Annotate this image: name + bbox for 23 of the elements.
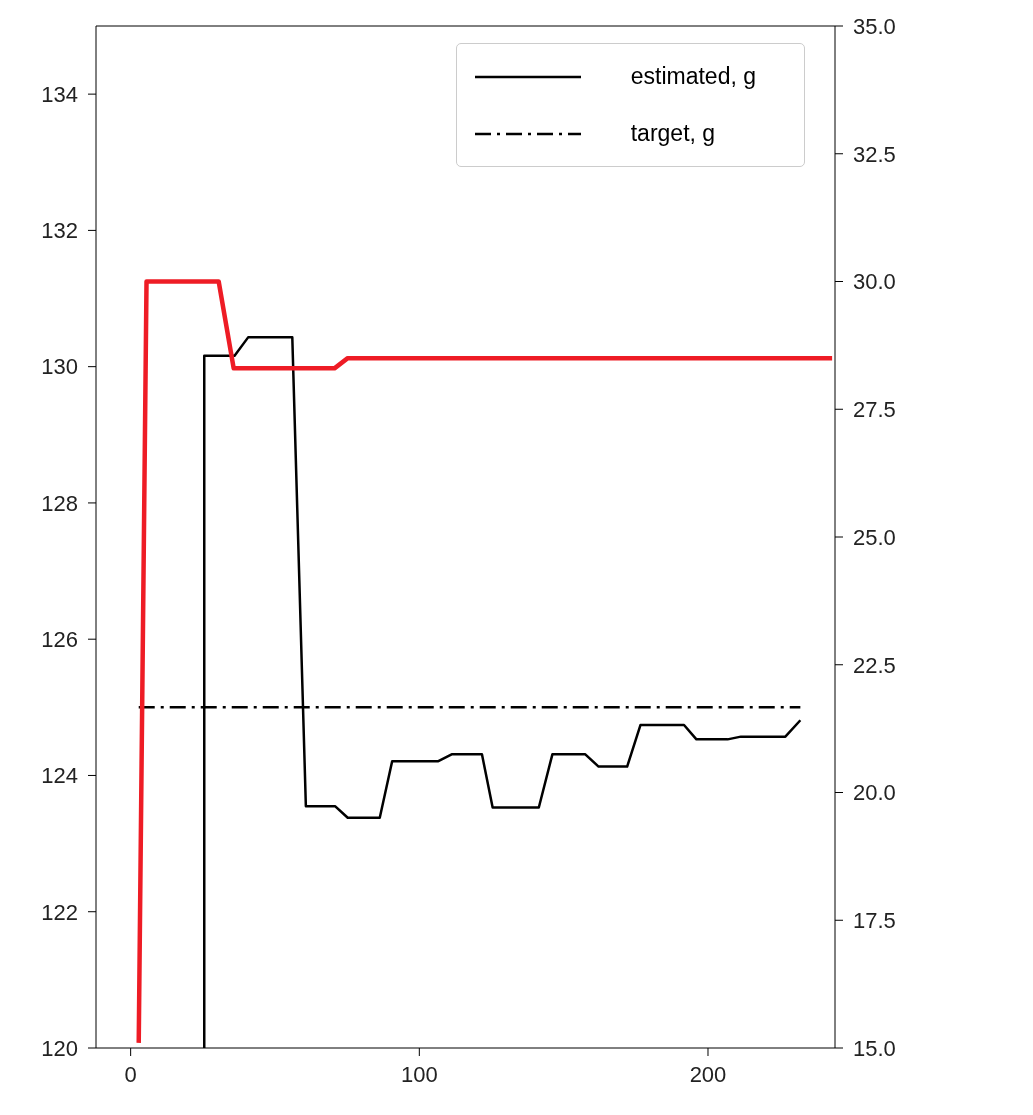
y-tick-label: 122	[41, 899, 78, 925]
y2-tick-label: 25.0	[853, 524, 896, 550]
y2-tick-label: 27.5	[853, 397, 896, 423]
y-tick-label: 126	[41, 627, 78, 653]
y-tick-label: 134	[41, 81, 78, 107]
legend-label: target, g	[630, 120, 716, 147]
y2-tick-label: 17.5	[853, 908, 896, 934]
y-tick-label: 124	[41, 763, 78, 789]
y2-tick-label: 20.0	[853, 780, 896, 806]
y-tick-label: 132	[41, 218, 78, 244]
y2-tick-label: 32.5	[853, 141, 896, 167]
y-tick-label: 120	[41, 1035, 78, 1061]
y2-tick-label: 22.5	[853, 652, 896, 678]
y2-tick-label: 30.0	[853, 269, 896, 295]
y2-tick-label: 15.0	[853, 1035, 896, 1061]
line-series	[136, 279, 835, 1046]
x-tick-label: 0	[124, 1061, 137, 1087]
y-tick-label: 128	[41, 490, 78, 516]
legend-label: estimated, g	[630, 63, 756, 90]
x-tick-label: 200	[689, 1061, 727, 1087]
y2-tick-label: 35.0	[853, 13, 896, 39]
x-tick-label: 100	[400, 1061, 438, 1087]
y-tick-label: 130	[41, 354, 78, 380]
